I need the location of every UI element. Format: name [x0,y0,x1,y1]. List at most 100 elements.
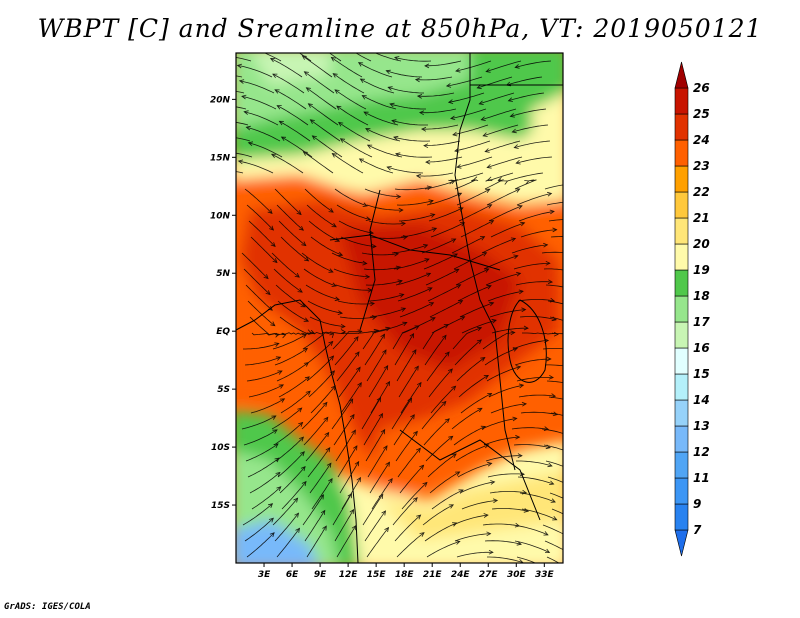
streamline-arrow [460,316,466,321]
streamline [248,384,284,398]
streamline [334,336,359,366]
streamline [245,443,279,462]
streamline-arrow [328,340,334,346]
streamline [270,58,303,78]
streamline-arrow [424,63,430,69]
streamline-arrow [298,421,304,427]
streamline [302,494,324,526]
streamline-arrow [371,315,378,320]
streamline [485,140,521,152]
streamline-arrow [515,434,521,440]
streamline-arrow [243,110,249,115]
x-tick-label: 27E [479,570,499,580]
streamline [428,207,464,222]
streamline-arrow [487,204,493,209]
streamline-arrow [521,401,527,407]
streamline-arrow [452,522,458,527]
streamline [236,106,247,110]
colorbar-label: 25 [693,107,710,121]
streamline-arrow [451,238,457,243]
streamline-arrow [407,397,413,403]
streamline [310,119,341,142]
streamline-arrow [337,251,344,257]
streamline-arrow [365,274,371,280]
streamline [371,478,393,510]
streamline [424,335,447,366]
streamline [355,53,372,62]
streamline-arrow [400,221,406,227]
streamline-arrow [523,508,530,513]
colorbar-label: 17 [693,315,710,329]
streamline-arrow [385,326,391,332]
streamline [488,384,524,398]
streamline-arrow [366,144,373,149]
colorbar-bin [674,243,689,271]
field-east-yellow [530,93,563,169]
streamline [451,236,485,254]
streamline [311,478,333,510]
streamline-arrow [272,73,278,78]
streamline [310,236,343,256]
streamline [456,188,490,206]
streamline-arrow [524,180,530,185]
streamline [454,140,491,152]
streamline [274,188,302,215]
border-line-2 [329,234,501,271]
streamline [281,481,307,510]
x-tick-label: 24E [451,570,471,580]
streamline-arrow [369,301,375,307]
streamline-arrow [444,418,450,424]
streamline [338,220,374,234]
streamline [394,186,432,191]
streamline [279,120,311,142]
streamline-arrow [389,102,395,108]
streamline [281,332,315,335]
streamline [338,367,361,398]
colorbar-label: 15 [693,367,710,381]
streamline-arrow [410,414,415,420]
streamline-arrow [269,532,275,538]
streamline-arrow [398,207,404,213]
border-line-1 [454,53,516,471]
streamline [548,396,563,400]
streamline [519,316,557,321]
streamline-arrow [270,242,276,248]
streamline-arrow [367,49,372,53]
streamline [243,268,271,295]
streamline [396,532,425,558]
streamline-arrow [206,72,210,76]
streamline-arrow [277,370,283,375]
streamline [361,397,381,430]
streamline [278,376,310,398]
field-southwest-blue [236,520,318,563]
streamline-arrow [334,89,340,94]
streamline [486,366,521,382]
streamline-arrow [444,351,450,357]
streamline-arrow [300,466,306,472]
streamline-arrow [397,279,403,284]
streamline-arrow [441,334,447,340]
streamline-arrow [515,365,522,370]
colorbar-label: 20 [693,237,710,251]
streamline-arrow [574,252,578,256]
streamline [236,171,244,174]
colorbar-bin [674,295,689,323]
streamline-arrow [402,321,408,327]
streamline [423,253,458,270]
streamline [280,236,309,262]
streamline-arrow [412,497,418,503]
colorbar-label: 16 [693,341,710,355]
streamline [271,153,304,174]
streamline-arrow [487,393,493,398]
streamline [516,156,553,164]
streamline [306,355,334,382]
streamline [431,489,464,510]
streamline-arrow [448,435,454,441]
streamline [430,385,456,414]
streamline-arrow [382,445,388,451]
streamline-arrow [428,199,434,204]
streamline-arrow [511,128,517,134]
streamline-arrow [297,407,303,413]
streamline [361,252,399,256]
streamline-arrow [269,225,275,231]
